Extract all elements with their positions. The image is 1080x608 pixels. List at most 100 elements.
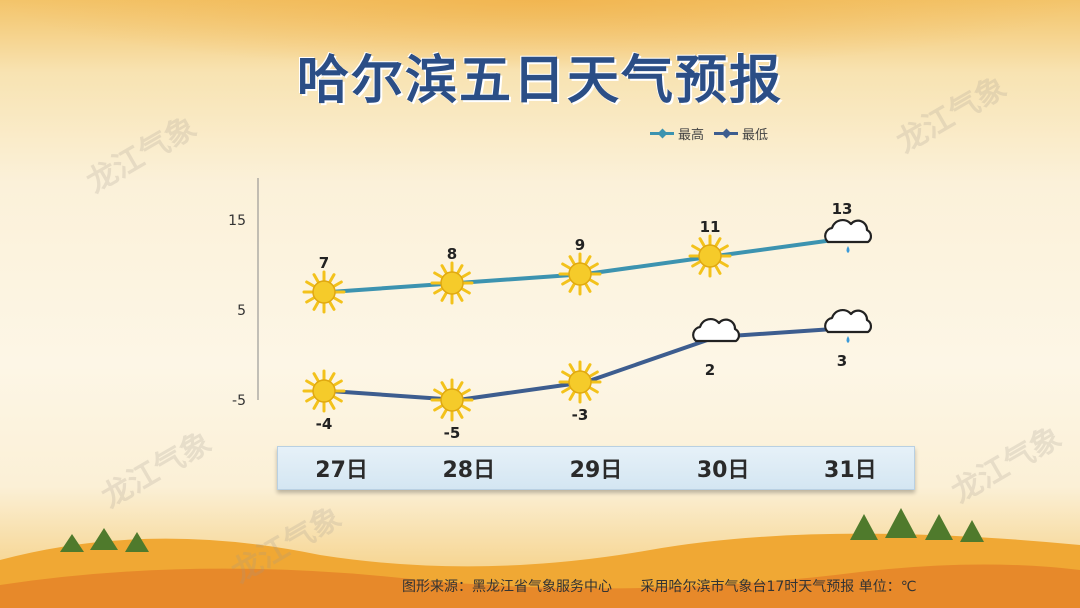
sun-ray [440,408,448,419]
sun-ray [312,399,320,410]
sun-ray [456,264,464,275]
sun-disc [568,370,592,394]
sun-disc [312,379,336,403]
legend-label-high: 最高 [678,128,705,143]
sun-icon [302,270,346,314]
sun-ray [568,282,576,293]
footer-source: 图形来源：黑龙江省气象服务中心 [402,579,612,595]
sun-ray [312,372,320,383]
sun-ray [561,278,572,286]
data-label: 3 [837,352,847,370]
landscape-decoration [0,508,1080,608]
sun-ray [305,296,316,304]
sun-disc [698,244,722,268]
sun-ray [456,408,464,419]
cloud-shape [824,309,873,334]
sun-icon [430,378,474,422]
cloud-icon [692,318,741,343]
sun-ray [332,296,343,304]
date-label: 28日 [442,458,496,483]
sun-ray [561,262,572,270]
sun-ray [561,386,572,394]
sun-ray [433,388,444,396]
sun-ray [332,395,343,403]
sun-ray [312,300,320,311]
sun-ray [718,244,729,252]
data-label: -4 [316,415,333,433]
chart-legend: 最高 最低 [650,124,768,143]
data-label: -5 [444,424,461,442]
legend-item-high: 最高 [650,124,704,143]
cloud-rain-icon [824,309,873,343]
date-label: 29日 [569,458,623,483]
sun-ray [568,255,576,266]
sun-ray [568,363,576,374]
footer: 图形来源：黑龙江省气象服务中心 采用哈尔滨市气象台17时天气预报 单位：℃ [402,576,916,596]
legend-label-low: 最低 [742,128,769,143]
sun-disc [440,388,464,412]
rain-drop [846,336,850,343]
sun-ray [460,271,471,279]
sun-disc [440,271,464,295]
sun-ray [698,237,706,248]
sun-ray [440,264,448,275]
cloud-rain-icon [824,219,873,253]
sun-ray [312,273,320,284]
sun-ray [305,379,316,387]
sun-ray [305,280,316,288]
sun-ray [718,260,729,268]
sun-ray [584,255,592,266]
data-label: 2 [705,361,715,379]
sun-ray [568,390,576,401]
background-glow [0,0,1080,70]
sun-ray [456,291,464,302]
sun-ray [460,388,471,396]
data-label: 13 [832,200,853,218]
sun-disc [568,262,592,286]
sun-ray [328,273,336,284]
sun-ray [433,404,444,412]
sun-ray [714,237,722,248]
page-title: 哈尔滨五日天气预报 [296,51,783,111]
data-label: 9 [575,236,585,254]
legend-item-low: 最低 [714,124,768,143]
date-label: 30日 [696,458,750,483]
sun-ray [305,395,316,403]
legend-swatch-high [650,132,674,135]
sun-ray [440,291,448,302]
sun-ray [456,381,464,392]
sun-ray [433,287,444,295]
data-label: -3 [572,406,589,424]
sun-ray [588,278,599,286]
rain-drop [846,246,850,253]
data-label: 7 [319,254,329,272]
data-label: 11 [700,218,721,236]
sun-ray [584,363,592,374]
cloud-shape [824,219,873,244]
sun-icon [558,360,602,404]
sun-ray [332,280,343,288]
sun-ray [584,390,592,401]
date-axis-bar: 27日 28日 29日 30日 31日 [277,446,915,490]
y-tick-label: 15 [228,213,246,229]
y-tick-label: 5 [237,303,246,319]
sun-disc [312,280,336,304]
sun-ray [698,264,706,275]
sun-ray [433,271,444,279]
sun-ray [460,404,471,412]
sun-ray [328,372,336,383]
sun-ray [691,260,702,268]
sun-ray [584,282,592,293]
sun-ray [328,399,336,410]
sun-ray [460,287,471,295]
series-line-high [328,236,850,294]
cloud-shape [692,318,741,343]
sun-icon [430,261,474,305]
sun-icon [302,369,346,413]
sun-ray [440,381,448,392]
y-tick-label: -5 [232,393,246,409]
sun-ray [588,262,599,270]
sun-ray [332,379,343,387]
sun-ray [714,264,722,275]
